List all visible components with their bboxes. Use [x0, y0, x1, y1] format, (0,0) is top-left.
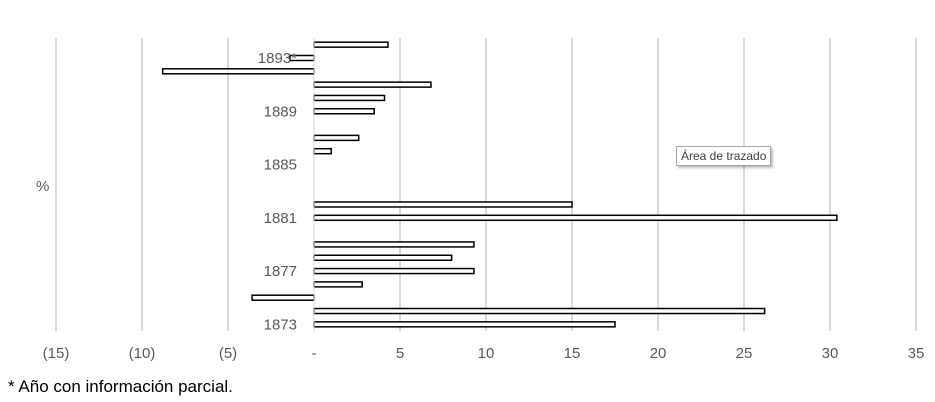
- bar-1877: [313, 267, 475, 275]
- bar-1874: [313, 307, 766, 315]
- x-tick-label: 20: [650, 345, 667, 362]
- gridlines: [55, 38, 917, 331]
- category-label: 1877: [264, 263, 297, 280]
- bar-1878: [313, 254, 453, 261]
- x-tick-label: (5): [219, 345, 237, 362]
- bar-1875: [251, 294, 315, 301]
- footnote: * Año con información parcial.: [8, 377, 233, 396]
- bar-1890: [313, 94, 386, 102]
- x-tick-label: 10: [478, 345, 495, 362]
- bar-1894: [313, 41, 389, 48]
- category-label: 1873: [264, 316, 297, 333]
- plot-area-tooltip: Área de trazado: [676, 146, 772, 166]
- x-tick-label: 25: [736, 345, 753, 362]
- x-tick-label: 15: [564, 345, 581, 362]
- bar-1892: [161, 68, 315, 75]
- category-label: 1885: [264, 157, 297, 174]
- bar-1889: [313, 108, 375, 115]
- x-tick-label: 30: [822, 345, 839, 362]
- bar-1876: [313, 281, 363, 288]
- category-label: 1893*: [258, 50, 297, 67]
- bars: [161, 41, 838, 328]
- bar-1891: [313, 81, 432, 88]
- bar-1886: [313, 147, 332, 155]
- bar-1879: [313, 241, 475, 248]
- x-tick-label: 35: [908, 345, 925, 362]
- x-tick-label: (10): [129, 345, 156, 362]
- x-tick-label: -: [312, 345, 317, 362]
- x-tick-label: 5: [396, 345, 404, 362]
- y-axis-label: %: [36, 178, 49, 195]
- x-tick-labels: (15) (10) (5) - 5 10 15 20 25 30 35: [43, 345, 925, 362]
- category-label: 1889: [264, 103, 297, 120]
- category-labels: 1873 1877 1881 1885 1889 1893*: [258, 50, 297, 333]
- bar-1887: [313, 134, 360, 142]
- bar-1882: [313, 201, 573, 208]
- category-label: 1881: [264, 210, 297, 227]
- x-tick-label: (15): [43, 345, 70, 362]
- bar-1873: [313, 321, 616, 328]
- bar-1881: [313, 214, 838, 222]
